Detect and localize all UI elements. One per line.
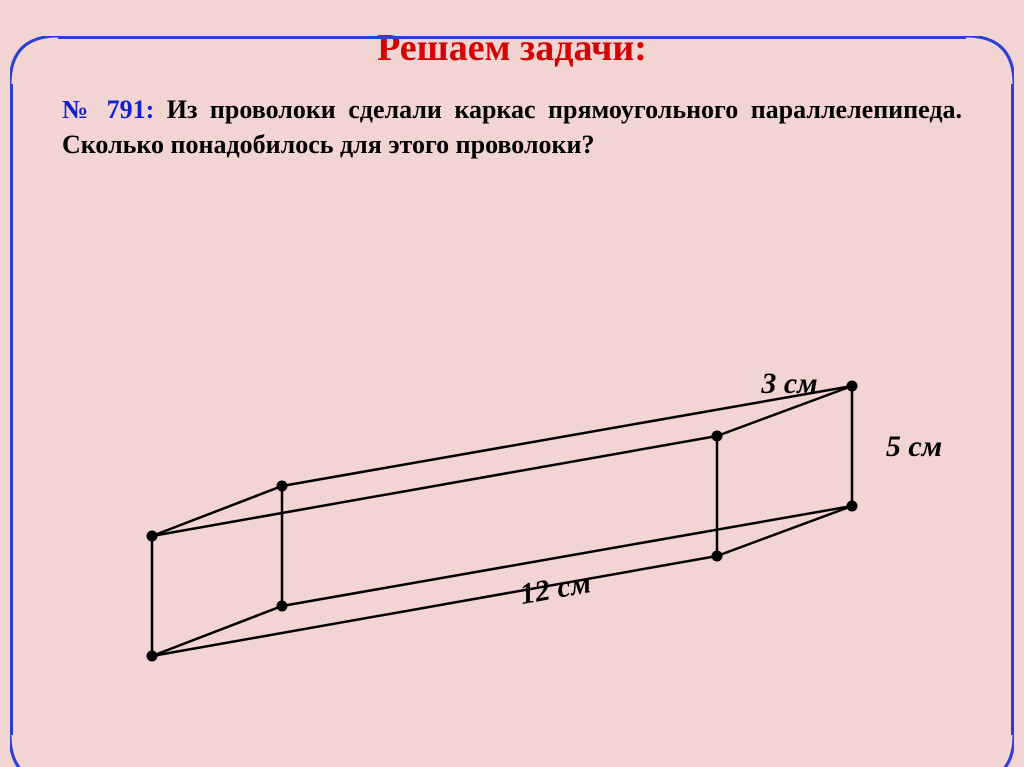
corner-tr xyxy=(966,36,1014,84)
parallelepiped-diagram: 3 см 5 см 12 см xyxy=(0,226,1024,746)
svg-text:12 см: 12 см xyxy=(517,566,593,611)
svg-text:5 см: 5 см xyxy=(886,430,942,463)
corner-tl xyxy=(10,36,58,84)
svg-text:3 см: 3 см xyxy=(760,367,817,400)
